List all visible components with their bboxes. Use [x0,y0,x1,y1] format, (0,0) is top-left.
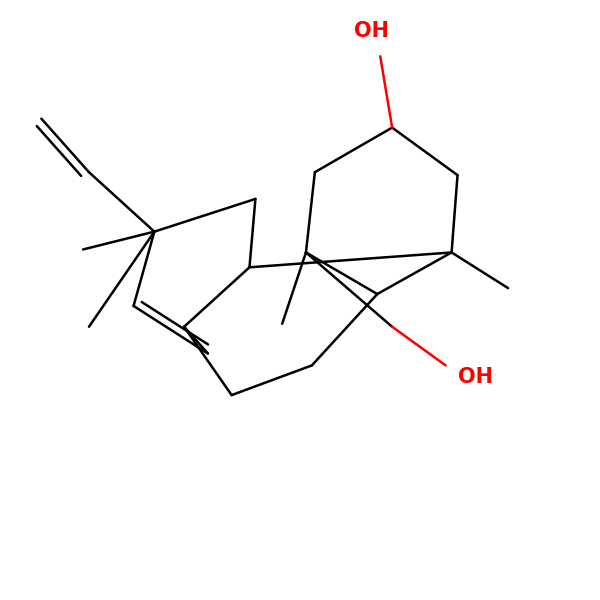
Text: OH: OH [458,367,493,387]
Text: OH: OH [354,22,389,41]
